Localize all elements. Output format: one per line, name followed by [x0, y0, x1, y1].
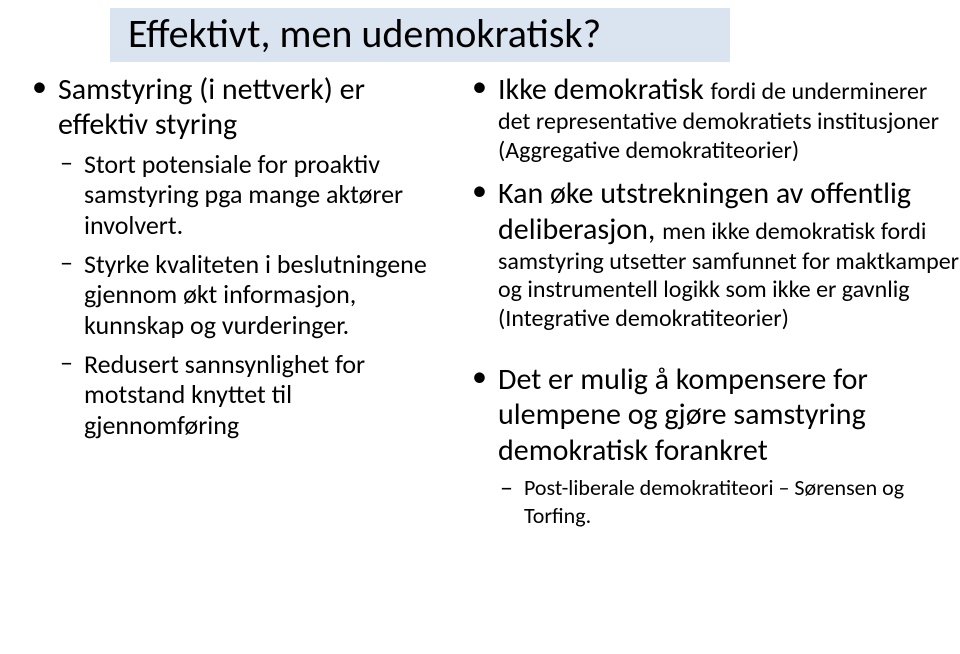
right-sub-1: Post-liberale demokratiteori – Sørensen …	[498, 474, 960, 529]
left-sub-3: Redusert sannsynlighet for motstand knyt…	[58, 349, 450, 441]
columns: Samstyring (i nettverk) er effektiv styr…	[0, 72, 960, 539]
right-bullet-3: Det er mulig å kompensere for ulempene o…	[470, 362, 960, 529]
left-sub-2: Styrke kvaliteten i beslutningene gjenno…	[58, 249, 450, 341]
right-bullet-3-text: Det er mulig å kompensere for ulempene o…	[498, 362, 960, 468]
right-sub-1-text: Post-liberale demokratiteori – Sørensen …	[524, 474, 960, 529]
slide: Effektivt, men udemokratisk? Samstyring …	[0, 0, 960, 654]
right-column: Ikke demokratisk fordi de underminerer d…	[460, 72, 960, 539]
left-bullet-1: Samstyring (i nettverk) er effektiv styr…	[30, 72, 450, 441]
left-sub-2-text: Styrke kvaliteten i beslutningene gjenno…	[84, 249, 450, 341]
left-column: Samstyring (i nettverk) er effektiv styr…	[0, 72, 460, 539]
right-bullet-1-text: Ikke demokratisk fordi de underminerer d…	[498, 72, 960, 166]
left-sub-3-text: Redusert sannsynlighet for motstand knyt…	[84, 349, 450, 441]
right-bullet-1: Ikke demokratisk fordi de underminerer d…	[470, 72, 960, 166]
right-b1-big: Ikke demokratisk	[498, 71, 711, 108]
left-bullet-1-text: Samstyring (i nettverk) er effektiv styr…	[58, 72, 450, 143]
left-sub-1-text: Stort potensiale for proaktiv samstyring…	[84, 149, 450, 241]
spacer	[470, 344, 960, 362]
left-sub-1: Stort potensiale for proaktiv samstyring…	[58, 149, 450, 241]
right-bullet-2: Kan øke utstrekningen av offentlig delib…	[470, 176, 960, 334]
title-box: Effektivt, men udemokratisk?	[110, 8, 730, 62]
right-bullet-2-text: Kan øke utstrekningen av offentlig delib…	[498, 176, 960, 334]
slide-title: Effektivt, men udemokratisk?	[128, 12, 712, 56]
